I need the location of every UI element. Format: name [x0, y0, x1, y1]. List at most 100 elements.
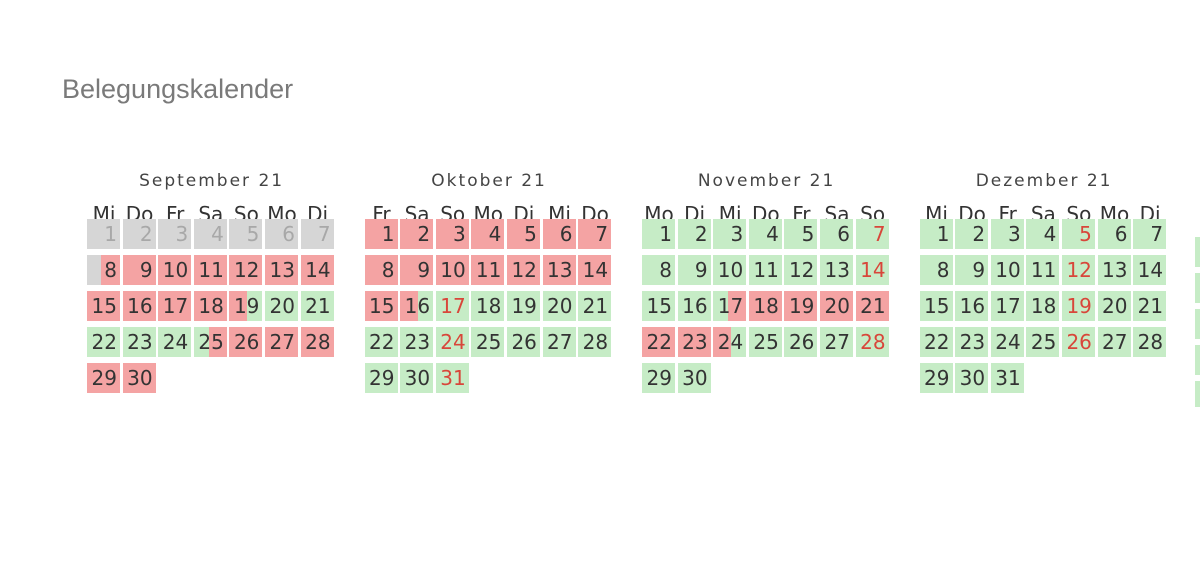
day-cell: 2: [955, 219, 989, 249]
day-number: 6: [1114, 222, 1128, 246]
day-cell: 20: [820, 291, 853, 321]
day-number: 18: [1030, 294, 1057, 318]
day-number: 31: [440, 366, 466, 390]
day-cell: 18: [748, 291, 782, 321]
day-cell: 15: [919, 291, 953, 321]
day-cell: 15: [364, 291, 398, 321]
day-number: 21: [305, 294, 331, 318]
day-number: 27: [269, 330, 295, 354]
day-cell: 4: [748, 219, 782, 249]
day-cell: 17: [990, 291, 1024, 321]
day-cell: 16: [677, 291, 711, 321]
day-number: 13: [824, 258, 850, 282]
day-number: 29: [646, 366, 672, 390]
day-cell: 11: [193, 255, 227, 285]
day-number: 16: [404, 294, 431, 318]
day-number: 30: [404, 366, 431, 390]
day-number: 26: [1066, 330, 1092, 354]
day-cell: 23: [677, 327, 711, 357]
day-number: 5: [801, 222, 815, 246]
day-number: 11: [753, 258, 779, 282]
month-name: September 21: [139, 171, 285, 191]
day-cell: 11: [748, 255, 782, 285]
day-number: 5: [246, 222, 260, 246]
day-number: 26: [788, 330, 815, 354]
day-cell: 22: [364, 327, 398, 357]
day-number: 8: [659, 258, 672, 282]
day-number: 21: [1137, 294, 1164, 318]
day-number: 25: [753, 330, 779, 354]
day-cell: 14: [1133, 255, 1167, 285]
day-cell: 2: [677, 219, 711, 249]
day-cell: 5: [1061, 219, 1095, 249]
day-number: 2: [972, 222, 986, 246]
day-number: 21: [582, 294, 609, 318]
day-cell: 6: [1097, 219, 1131, 249]
day-cell: 9: [677, 255, 711, 285]
next-month-edge: [1195, 345, 1200, 375]
day-number: 18: [475, 294, 502, 318]
day-number: 17: [717, 294, 744, 318]
day-number: 13: [1102, 258, 1128, 282]
day-cell: 14: [300, 255, 334, 285]
day-cell: 29: [919, 363, 953, 393]
day-number: 7: [1150, 222, 1164, 246]
day-cell: 16: [955, 291, 989, 321]
day-cell: 10: [990, 255, 1024, 285]
day-cell: 28: [300, 327, 334, 357]
day-cell: 15: [87, 291, 120, 321]
day-number: 7: [872, 222, 886, 246]
day-cell: 9: [122, 255, 156, 285]
day-number: 2: [694, 222, 708, 246]
day-number: 10: [717, 258, 744, 282]
day-number: 10: [440, 258, 466, 282]
day-number: 20: [269, 294, 295, 318]
day-number: 27: [824, 330, 850, 354]
day-number: 2: [417, 222, 431, 246]
day-cell: 22: [87, 327, 120, 357]
day-number: 18: [753, 294, 779, 318]
day-cell: 10: [158, 255, 192, 285]
day-number: 27: [547, 330, 573, 354]
day-number: 24: [995, 330, 1021, 354]
day-cell: 9: [955, 255, 989, 285]
day-cell: 7: [578, 219, 612, 249]
day-cell: 7: [300, 219, 334, 249]
day-cell: 14: [578, 255, 612, 285]
day-number: 25: [475, 330, 502, 354]
day-number: 14: [305, 258, 331, 282]
day-cell: 27: [265, 327, 298, 357]
day-cell: 7: [855, 219, 889, 249]
day-cell: 16: [122, 291, 156, 321]
day-number: 1: [381, 222, 395, 246]
day-cell: 14: [855, 255, 889, 285]
day-number: 22: [91, 330, 117, 354]
day-number: 15: [91, 294, 117, 318]
day-number: 20: [824, 294, 850, 318]
day-number: 4: [211, 222, 224, 246]
day-cell: 5: [784, 219, 818, 249]
day-number: 14: [1137, 258, 1164, 282]
day-cell: 25: [471, 327, 505, 357]
day-number: 23: [682, 330, 708, 354]
day-cell: 5: [229, 219, 263, 249]
next-month-edge: [1195, 273, 1200, 303]
day-cell: 24: [435, 327, 469, 357]
day-cell: 21: [1133, 291, 1167, 321]
day-number: 16: [959, 294, 986, 318]
day-number: 1: [104, 222, 117, 246]
day-number: 28: [582, 330, 609, 354]
calendar-title: Belegungskalender: [62, 74, 294, 104]
day-cell: 21: [578, 291, 612, 321]
day-cell: 8: [919, 255, 953, 285]
day-number: 12: [788, 258, 815, 282]
day-number: 25: [1030, 330, 1057, 354]
day-cell: 12: [1061, 255, 1095, 285]
day-number: 3: [1007, 222, 1021, 246]
day-cell: 27: [1097, 327, 1131, 357]
day-cell: 4: [471, 219, 505, 249]
day-cell: 13: [542, 255, 576, 285]
day-number: 10: [995, 258, 1021, 282]
day-cell: 20: [1097, 291, 1131, 321]
